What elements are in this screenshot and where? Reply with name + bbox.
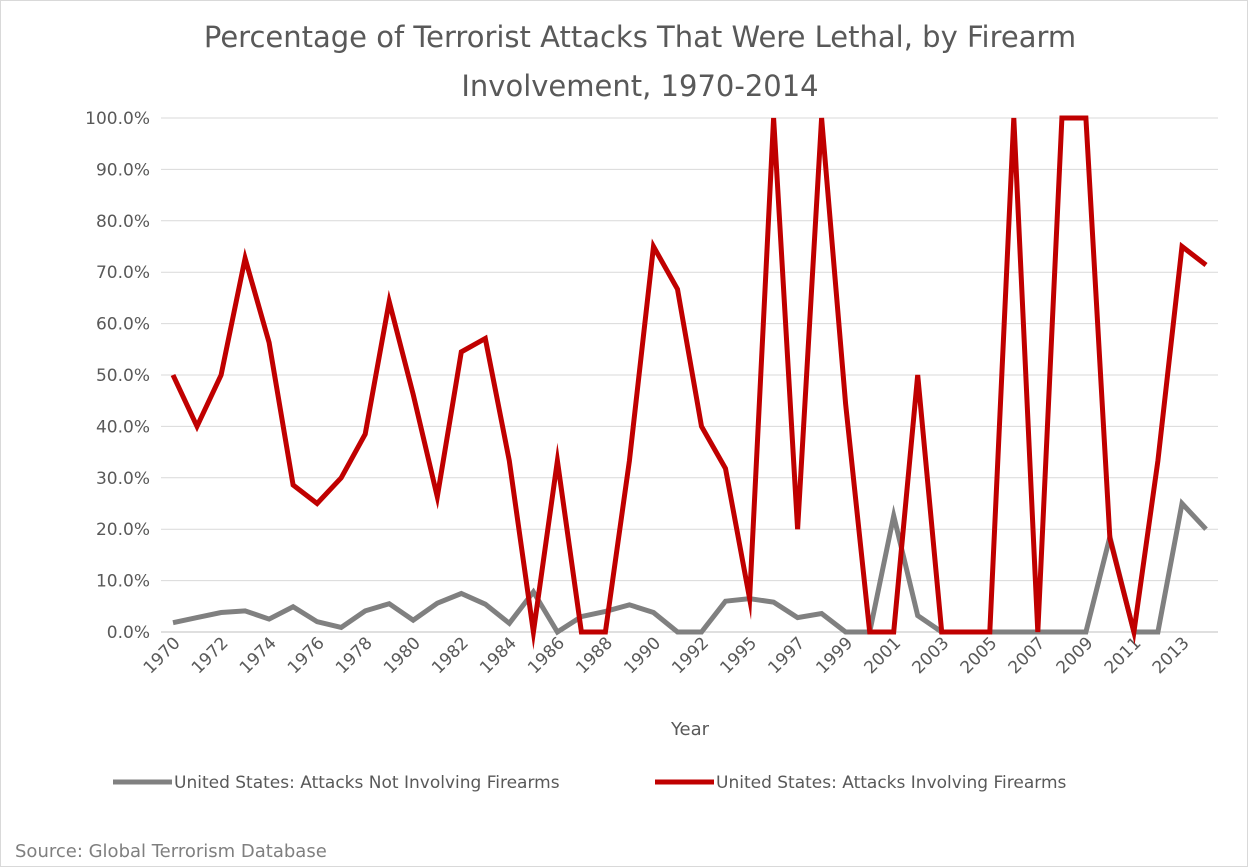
x-tick-label: 1974 <box>236 633 281 678</box>
series-lines <box>170 115 1208 650</box>
legend-label-not-firearms: United States: Attacks Not Involving Fir… <box>174 773 560 793</box>
x-axis-title: Year <box>670 719 710 740</box>
x-tick-label: 2013 <box>1149 633 1194 678</box>
x-tick-label: 1990 <box>620 633 665 678</box>
y-axis-ticks: 0.0% 10.0% 20.0% 30.0% 40.0% 50.0% 60.0% 70.0% 8… <box>85 109 150 643</box>
y-tick-label: 50.0% <box>96 366 150 386</box>
x-tick-label: 2003 <box>909 633 954 678</box>
legend: United States: Attacks Not Involving Fir… <box>113 773 1067 793</box>
y-tick-label: 100.0% <box>85 109 150 129</box>
x-tick-label: 2001 <box>860 633 905 678</box>
chart-title-line-2: Involvement, 1970-2014 <box>461 69 818 103</box>
y-tick-label: 90.0% <box>96 160 150 180</box>
x-tick-label: 1982 <box>428 633 473 678</box>
x-tick-label: 2005 <box>957 633 1002 678</box>
y-tick-label: 40.0% <box>96 417 150 437</box>
chart-title-line-1: Percentage of Terrorist Attacks That Wer… <box>204 20 1076 54</box>
x-tick-label: 1997 <box>764 633 809 678</box>
x-axis-ticks: 1970 1972 1974 1976 1978 1980 1982 1984 1986 1988… <box>140 633 1194 678</box>
x-tick-label: 1976 <box>284 633 329 678</box>
y-tick-label: 80.0% <box>96 212 150 232</box>
x-tick-label: 1992 <box>668 633 713 678</box>
y-tick-label: 60.0% <box>96 315 150 335</box>
y-tick-label: 10.0% <box>96 572 150 592</box>
x-tick-label: 1986 <box>524 633 569 678</box>
x-tick-label: 2011 <box>1101 633 1146 678</box>
y-tick-label: 70.0% <box>96 263 150 283</box>
series-line-1 <box>170 115 1208 650</box>
legend-label-firearms: United States: Attacks Involving Firearm… <box>716 773 1067 793</box>
series-line-0 <box>172 498 1208 636</box>
source-note: Source: Global Terrorism Database <box>15 841 327 862</box>
y-tick-label: 20.0% <box>96 520 150 540</box>
x-tick-label: 1988 <box>572 633 617 678</box>
x-tick-label: 2007 <box>1005 633 1050 678</box>
y-tick-label: 30.0% <box>96 469 150 489</box>
x-tick-label: 1980 <box>380 633 425 678</box>
x-tick-label: 1995 <box>716 633 761 678</box>
x-tick-label: 1984 <box>476 633 521 678</box>
x-tick-label: 1978 <box>332 633 377 678</box>
x-tick-label: 1972 <box>188 633 233 678</box>
x-tick-label: 1999 <box>812 633 857 678</box>
y-tick-label: 0.0% <box>107 623 150 643</box>
x-tick-label: 2009 <box>1053 633 1098 678</box>
